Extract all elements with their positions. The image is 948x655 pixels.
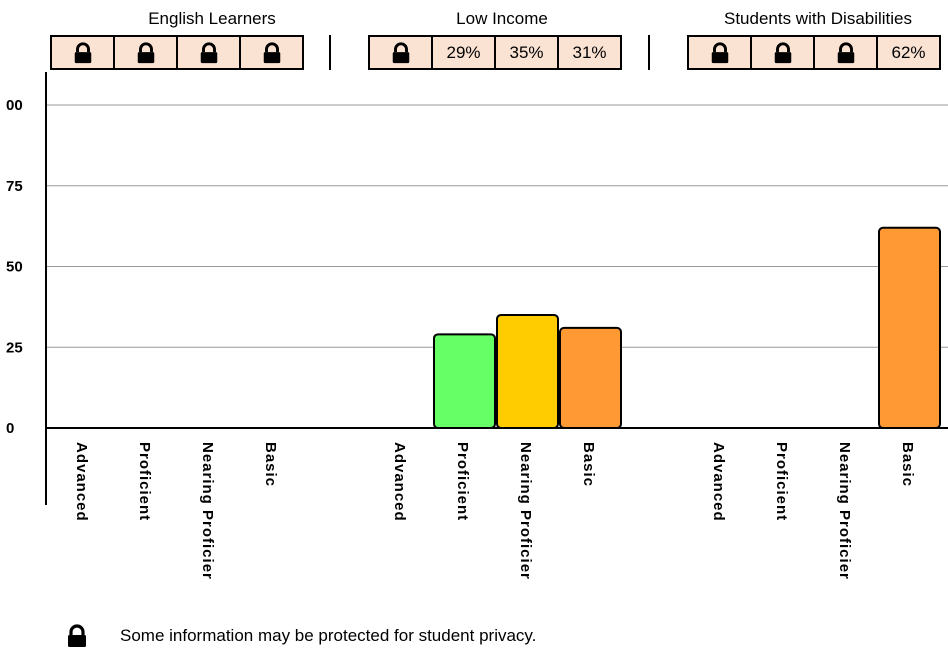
value-cell (50, 35, 115, 70)
privacy-note: Some information may be protected for st… (120, 626, 537, 645)
y-tick-label: 00 (6, 97, 23, 114)
value-cell: 31% (557, 35, 622, 70)
lock-icon (137, 41, 154, 63)
value-cell (368, 35, 433, 70)
value-row-english-learners (50, 35, 304, 70)
lock-icon (774, 41, 791, 63)
value-percent: 29% (446, 42, 481, 62)
lock-icon (837, 41, 854, 63)
x-tick-label: Nearing Proficier (199, 442, 216, 580)
value-cell (750, 35, 815, 70)
value-cell: 29% (431, 35, 496, 70)
y-tick-label: 25 (6, 339, 23, 356)
x-tick-label: Proficient (773, 442, 790, 521)
value-percent: 35% (509, 42, 544, 62)
lock-icon (263, 41, 280, 63)
bar (878, 226, 941, 429)
x-tick-label: Nearing Proficier (836, 442, 853, 580)
row-separator (648, 35, 650, 70)
y-tick-label: 0 (6, 420, 14, 437)
lock-icon (711, 41, 728, 63)
value-percent: 31% (572, 42, 607, 62)
bar-chart: 0 25 50 75 00 Advanced Proficient Nearing Profi… (6, 72, 948, 580)
x-tick-label: Proficient (454, 442, 471, 521)
value-cell: 62% (876, 35, 941, 70)
x-tick-label: Basic (899, 442, 916, 487)
x-tick-label: Advanced (73, 442, 90, 522)
x-tick-label: Basic (262, 442, 279, 487)
x-tick-label: Advanced (391, 442, 408, 522)
value-cell: 35% (494, 35, 559, 70)
y-tick-label: 75 (6, 178, 23, 195)
lock-icon (392, 41, 409, 63)
value-row-low-income: 29% 35% 31% (368, 35, 622, 70)
bar (559, 326, 622, 429)
group-title-low-income: Low Income (456, 9, 548, 28)
row-separator (329, 35, 331, 70)
value-cell (687, 35, 752, 70)
x-tick-label: Proficient (136, 442, 153, 521)
value-cell (239, 35, 304, 70)
group-title-english-learners: English Learners (148, 9, 276, 28)
x-tick-label: Basic (580, 442, 597, 487)
bar (496, 313, 559, 430)
y-tick-label: 50 (6, 259, 23, 276)
value-percent: 62% (891, 42, 926, 62)
lock-icon (200, 41, 217, 63)
bar (433, 333, 496, 429)
lock-icon (74, 41, 91, 63)
x-tick-label: Nearing Proficier (517, 442, 534, 580)
value-row-students-with-disabilities: 62% (687, 35, 941, 70)
lock-icon (68, 624, 86, 647)
value-cell (176, 35, 241, 70)
value-cell (113, 35, 178, 70)
value-cell (813, 35, 878, 70)
group-title-students-with-disabilities: Students with Disabilities (723, 9, 913, 28)
x-tick-label: Advanced (710, 442, 727, 522)
